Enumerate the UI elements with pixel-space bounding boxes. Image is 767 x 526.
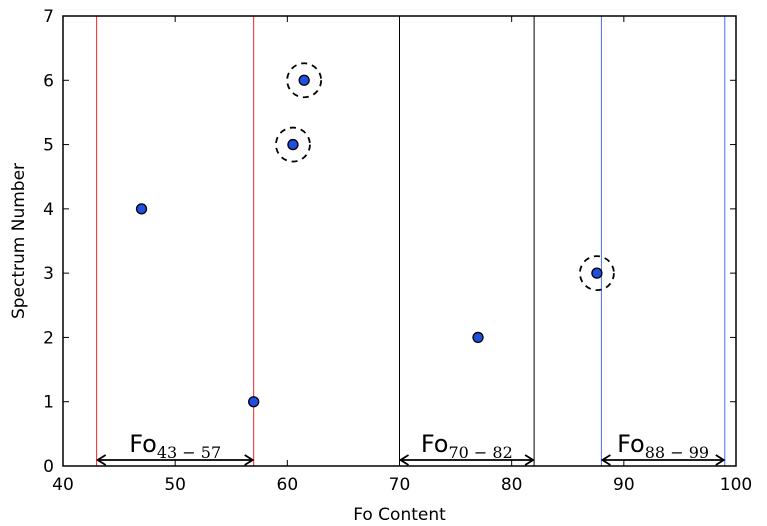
x-axis-ticks: 40 50 60 70 80 90 100: [52, 16, 752, 495]
arrow-head-right: [524, 454, 535, 466]
data-point: [287, 138, 299, 151]
data-point: [248, 396, 260, 408]
x-tick-label: 60: [277, 475, 299, 495]
range-label-subscript: 43 − 57: [157, 443, 221, 462]
y-tick-label: 7: [43, 7, 54, 27]
data-point: [135, 203, 148, 215]
x-tick-label: 40: [52, 475, 74, 495]
range-annotation: Fo43 − 57: [95, 430, 255, 466]
range-annotation: Fo70 − 82: [398, 430, 535, 466]
y-axis-label: Spectrum Number: [9, 163, 29, 319]
range-label-subscript: 88 − 99: [645, 443, 709, 462]
range-label-main: Fo: [421, 430, 449, 458]
arrow-head-left: [95, 454, 107, 466]
highlight-circle: [286, 62, 323, 99]
range-label-main: Fo: [129, 430, 157, 458]
range-lines: [96, 16, 726, 466]
x-tick-label: 70: [389, 475, 411, 495]
y-tick-label: 1: [43, 393, 54, 413]
x-tick-label: 50: [164, 475, 186, 495]
range-label: Fo43 − 57: [129, 430, 221, 462]
y-tick-label: 3: [43, 264, 54, 284]
x-tick-label: 90: [613, 475, 635, 495]
x-tick-label: 80: [501, 475, 523, 495]
range-arrows: Fo43 − 57 Fo70 − 82 Fo88 − 99: [95, 430, 726, 466]
data-points: [135, 62, 615, 408]
y-tick-label: 2: [43, 328, 54, 348]
data-point: [298, 74, 310, 86]
highlight-circle: [275, 126, 311, 163]
range-label-subscript: 70 − 82: [448, 443, 512, 462]
data-point: [591, 267, 603, 279]
arrow-head-left: [600, 454, 611, 466]
y-axis-ticks: 0 1 2 3 4 5 6 7: [43, 7, 736, 477]
y-tick-label: 0: [43, 457, 54, 477]
range-label-main: Fo: [617, 430, 645, 458]
y-tick-label: 6: [43, 71, 54, 91]
arrow-head-left: [398, 454, 409, 466]
range-label: Fo70 − 82: [421, 430, 513, 462]
x-tick-label: 100: [720, 475, 752, 495]
range-label: Fo88 − 99: [617, 430, 709, 462]
y-tick-label: 4: [43, 200, 54, 220]
x-axis-label: Fo Content: [353, 505, 446, 525]
y-tick-label: 5: [43, 136, 54, 156]
range-annotation: Fo88 − 99: [600, 430, 726, 466]
arrow-head-right: [244, 454, 255, 466]
arrow-head-right: [715, 454, 726, 466]
data-point: [472, 331, 484, 344]
highlight-circle: [579, 255, 615, 292]
